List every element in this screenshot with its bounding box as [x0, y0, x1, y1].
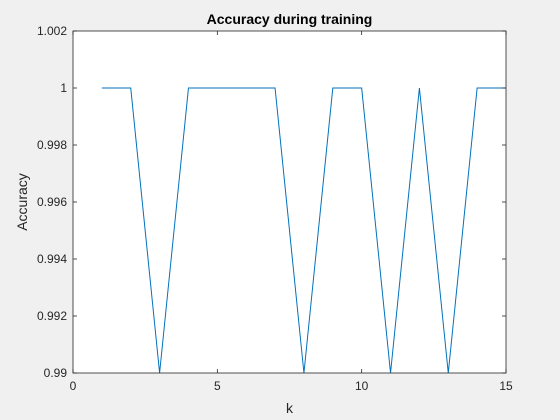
data-point	[101, 88, 102, 89]
y-axis-ticks: 0.99 0.992 0.994 0.996 0.998 1 1.002	[37, 24, 506, 380]
x-tick-label: 10	[355, 379, 369, 393]
data-point	[246, 88, 247, 89]
data-point	[477, 88, 478, 89]
y-tick-label: 1	[60, 81, 67, 95]
chart-title: Accuracy during training	[207, 11, 373, 27]
y-tick-label: 0.996	[37, 195, 67, 209]
y-tick-label: 0.992	[37, 309, 67, 323]
y-tick-label: 0.99	[44, 366, 68, 380]
data-point	[188, 88, 189, 89]
x-axis-ticks: 0 5 10 15	[70, 31, 513, 393]
data-point	[419, 88, 420, 89]
x-tick-label: 15	[499, 379, 513, 393]
data-point	[130, 88, 131, 89]
data-point	[332, 88, 333, 89]
y-tick-label: 0.994	[37, 252, 67, 266]
y-tick-label: 1.002	[37, 24, 67, 38]
y-axis-label: Accuracy	[14, 173, 30, 231]
x-tick-label: 5	[214, 379, 221, 393]
data-point	[275, 88, 276, 89]
data-point	[217, 88, 218, 89]
axes-area	[73, 31, 506, 373]
y-tick-label: 0.998	[37, 138, 67, 152]
x-axis-label: k	[286, 400, 294, 416]
x-tick-label: 0	[70, 379, 77, 393]
data-point	[361, 88, 362, 89]
